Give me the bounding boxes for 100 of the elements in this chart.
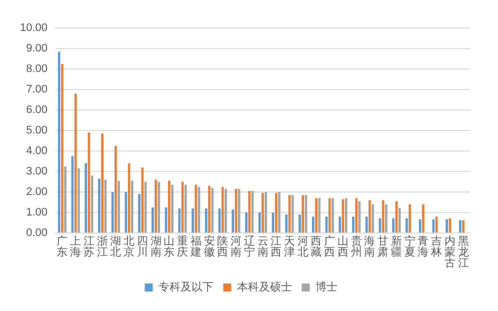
- bar: [262, 193, 264, 232]
- x-tick-label: 吉林: [430, 234, 442, 258]
- bar: [291, 195, 294, 232]
- x-tick-label: 广西: [324, 234, 336, 258]
- bar: [462, 220, 464, 232]
- bar: [344, 198, 348, 232]
- bar: [58, 52, 60, 232]
- bar: [365, 216, 368, 232]
- legend-label: 本科及硕士: [236, 280, 292, 294]
- bar: [152, 207, 154, 232]
- x-tick-label: 四川: [136, 234, 148, 258]
- bar: [278, 192, 280, 232]
- y-tick-label: 6.00: [26, 104, 48, 116]
- x-tick-label: 宁夏: [404, 234, 416, 258]
- y-tick-label: 9.00: [26, 42, 48, 55]
- bar: [245, 212, 248, 232]
- x-tick-label: 陕西: [217, 234, 228, 258]
- bar: [382, 200, 384, 232]
- legend-label: 博士: [315, 280, 338, 294]
- bar: [385, 204, 388, 232]
- bar: [78, 168, 80, 232]
- x-tick-label: 西藏: [310, 234, 322, 258]
- bar: [114, 146, 117, 232]
- bar: [204, 208, 208, 232]
- bar: [61, 64, 64, 232]
- y-tick-label: 0.00: [26, 227, 48, 240]
- bar: [138, 194, 140, 232]
- y-tick-label: 5.00: [26, 124, 48, 137]
- bar: [459, 220, 462, 232]
- x-tick-label: 山东: [164, 234, 175, 258]
- x-tick-label: 江西: [270, 234, 282, 258]
- bar: [131, 180, 134, 232]
- legend-label: 专科及以下: [158, 280, 214, 294]
- bar: [171, 184, 174, 232]
- bar: [446, 219, 448, 232]
- x-tick-label: 辽宁: [244, 234, 255, 258]
- y-tick-label: 7.00: [26, 84, 48, 96]
- bar: [258, 212, 261, 232]
- bar: [298, 214, 301, 232]
- bar: [264, 192, 268, 232]
- x-tick-label: 山西: [337, 234, 348, 258]
- y-tick-label: 8.00: [26, 63, 48, 76]
- x-tick-label: 甘肃: [378, 234, 389, 258]
- bar: [368, 200, 371, 232]
- bar: [192, 208, 194, 232]
- bar: [184, 184, 187, 232]
- x-tick-label: 湖北: [110, 234, 122, 258]
- y-tick-label: 2.00: [26, 186, 48, 198]
- y-tick-label: 10.00: [20, 22, 48, 34]
- bar: [312, 216, 314, 232]
- bar: [232, 209, 234, 232]
- bar: [118, 180, 120, 232]
- x-tick-label: 重庆: [177, 234, 188, 258]
- bar: [406, 218, 408, 232]
- x-tick-label: 浙江: [96, 234, 108, 258]
- bar: [318, 198, 321, 232]
- bar: [315, 198, 318, 232]
- bar: [238, 188, 240, 232]
- x-tick-label: 云南: [257, 234, 268, 258]
- bar: [352, 216, 354, 232]
- x-tick-label: 广东: [56, 234, 68, 258]
- x-tick-label: 河北: [297, 234, 308, 258]
- x-tick-label: 河南: [230, 234, 242, 258]
- x-tick-label: 江苏: [83, 234, 94, 258]
- bar: [328, 198, 331, 232]
- bar: [224, 188, 227, 232]
- x-tick-label: 上海: [70, 234, 82, 258]
- y-tick-label: 1.00: [26, 206, 48, 219]
- bar: [74, 94, 77, 232]
- bar: [285, 214, 288, 232]
- bar: [194, 184, 198, 232]
- bar: [154, 180, 157, 232]
- bar: [372, 204, 374, 232]
- bar: [408, 204, 412, 232]
- x-tick-label: 内蒙古: [444, 234, 456, 270]
- bar: [84, 163, 88, 232]
- x-tick-label: 福建: [189, 234, 202, 258]
- bar: [398, 208, 401, 232]
- bar: [422, 204, 424, 232]
- bar: [355, 198, 358, 232]
- bar: [248, 190, 251, 232]
- bar: [221, 186, 224, 232]
- bar: [338, 216, 342, 232]
- bar: [168, 180, 170, 232]
- bar: [392, 218, 395, 232]
- x-tick-label: 湖南: [150, 234, 162, 258]
- bar: [101, 134, 104, 232]
- x-tick-label: 青海: [418, 234, 429, 258]
- y-tick-label: 3.00: [26, 166, 48, 178]
- bar: [64, 166, 66, 232]
- x-tick-label: 北京: [124, 234, 135, 258]
- bar: [211, 188, 214, 232]
- bar: [332, 198, 334, 232]
- bar: [98, 178, 100, 232]
- bar: [208, 186, 210, 232]
- x-tick-label: 贵州: [350, 234, 362, 258]
- y-tick-label: 4.00: [26, 145, 48, 158]
- x-tick-label: 黑龙江: [458, 234, 469, 270]
- bar: [274, 193, 278, 232]
- x-tick-label: 天津: [284, 234, 296, 258]
